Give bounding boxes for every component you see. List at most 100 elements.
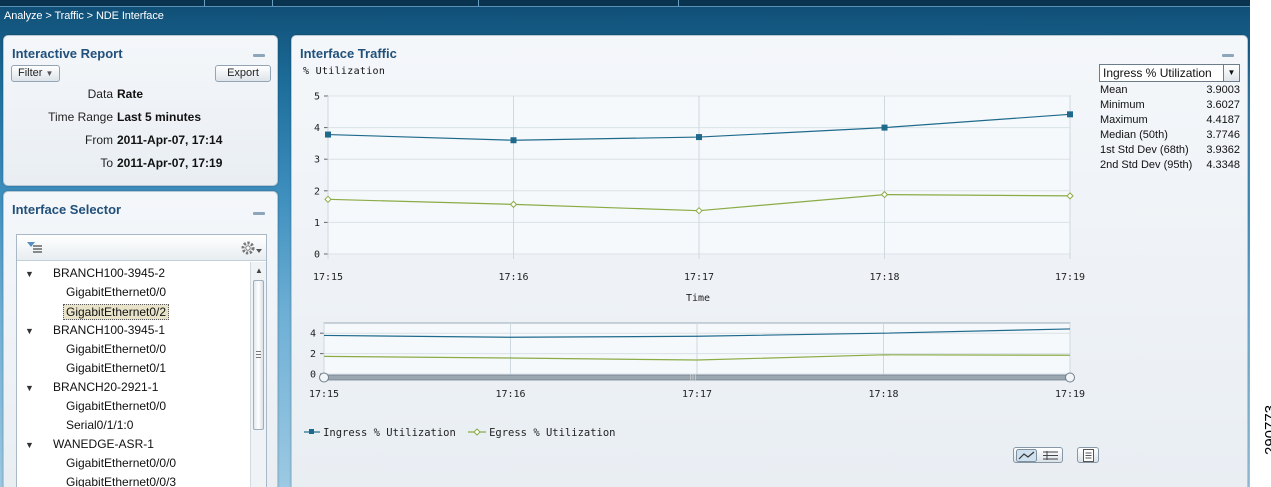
report-field-value: Rate [117, 87, 144, 101]
tree-interface-node[interactable]: GigabitEthernet0/0/0 [66, 456, 177, 470]
stat-value: 3.9003 [1206, 84, 1240, 96]
x-tick-label: 17:16 [498, 272, 528, 283]
panel-title: Interactive Report [12, 46, 123, 61]
tree-toolbar [17, 235, 266, 261]
y-tick-label: 3 [314, 155, 320, 166]
x-tick-label: 17:15 [309, 389, 339, 400]
minimize-icon[interactable] [1222, 54, 1234, 57]
table-view-icon[interactable] [1040, 449, 1061, 462]
egress-line [323, 354, 1071, 361]
stat-row: 1st Std Dev (68th) 3.9362 [1100, 144, 1240, 159]
chevron-down-icon: ▼ [1223, 65, 1239, 81]
stat-value: 3.6027 [1206, 99, 1240, 111]
ingress-point [1067, 111, 1073, 118]
y-tick-label: 0 [314, 250, 320, 261]
figure-id: 290773 [1262, 404, 1271, 455]
expand-arrow-icon[interactable]: ▼ [25, 269, 34, 279]
metric-select[interactable]: Ingress % Utilization ▼ [1099, 64, 1240, 82]
ingress-swatch-icon [304, 429, 320, 434]
legend-egress: Egress % Utilization [468, 427, 616, 439]
minimize-icon[interactable] [253, 54, 265, 57]
expand-arrow-icon[interactable]: ▼ [25, 440, 34, 450]
tree-interface-node[interactable]: GigabitEthernet0/2 [63, 304, 170, 320]
report-field-value: Last 5 minutes [117, 110, 202, 124]
stat-row: Mean 3.9003 [1100, 84, 1240, 99]
breadcrumb: Analyze > Traffic > NDE Interface [4, 10, 164, 22]
legend-egress-label: Egress % Utilization [489, 427, 616, 439]
legend-ingress: Ingress % Utilization [304, 427, 456, 439]
y-axis-title: % Utilization [303, 66, 386, 77]
tree-device-node[interactable]: BRANCH20-2921-1 [53, 380, 159, 394]
stat-label: Median (50th) [1100, 129, 1168, 141]
stat-row: Minimum 3.6027 [1100, 99, 1240, 114]
slider-grip-icon: ||| [689, 374, 696, 382]
range-slider-handle-right [1065, 372, 1075, 383]
stat-label: Minimum [1100, 99, 1145, 111]
tree-interface-node[interactable]: GigabitEthernet0/0 [66, 285, 167, 299]
y-tick-label: 4 [310, 329, 316, 340]
stat-row: Maximum 4.4187 [1100, 114, 1240, 129]
gear-icon[interactable] [239, 239, 263, 257]
stat-label: 2nd Std Dev (95th) [1100, 159, 1193, 171]
filter-list-icon[interactable] [26, 240, 44, 256]
tree-device-node[interactable]: WANEDGE-ASR-1 [53, 437, 154, 451]
expand-arrow-icon[interactable]: ▼ [25, 383, 34, 393]
tree-interface-node[interactable]: Serial0/1/1:0 [66, 418, 134, 432]
ingress-point [325, 131, 331, 138]
report-field-label: Data [87, 87, 113, 101]
y-tick-label: 2 [310, 349, 316, 360]
tree-interface-node[interactable]: GigabitEthernet0/1 [66, 361, 167, 375]
x-axis-title: Time [686, 293, 710, 304]
nav-separator [678, 0, 679, 6]
x-tick-label: 17:19 [1055, 272, 1085, 283]
egress-point [324, 195, 332, 204]
tree-interface-node[interactable]: GigabitEthernet0/0 [66, 342, 167, 356]
chart-view-icon[interactable] [1016, 449, 1037, 462]
ingress-point [696, 134, 702, 141]
filter-button[interactable]: Filter ▼ [11, 65, 61, 82]
interface-traffic-panel: Interface Traffic % Utilization Ingress … [291, 35, 1248, 487]
report-field-label: Time Range [48, 110, 113, 124]
tree-scrollbar[interactable]: ▲ [250, 262, 266, 487]
metric-select-value: Ingress % Utilization [1103, 66, 1212, 80]
egress-point [509, 200, 518, 209]
top-navigation-bar [0, 0, 1250, 7]
grip-line [256, 357, 261, 358]
tree-device-node[interactable]: BRANCH100-3945-2 [53, 266, 166, 280]
stat-label: Mean [1100, 84, 1128, 96]
traffic-line-chart: 0 1 2 3 4 5 17:15 17:16 17:17 17:18 17:19 Time [313, 92, 1085, 305]
stat-value: 4.3348 [1206, 159, 1240, 171]
tree-interface-node[interactable]: GigabitEthernet0/0/3 [66, 475, 177, 487]
stat-row: 2nd Std Dev (95th) 4.3348 [1100, 159, 1240, 174]
interface-selector-panel: Interface Selector ▼ BRANCH100-3945-2 Giga… [3, 191, 278, 487]
scroll-thumb[interactable] [253, 280, 264, 430]
range-slider-handle-left [319, 372, 329, 383]
scroll-up-icon[interactable]: ▲ [255, 266, 263, 275]
overview-chart: 0 2 4 17:15 17:16 17:17 17:18 17:19 ||| [309, 322, 1085, 400]
y-tick-label: 2 [314, 186, 320, 197]
y-tick-label: 0 [310, 370, 316, 381]
interface-tree: ▼ BRANCH100-3945-2 GigabitEthernet0/0 Gigab… [16, 234, 267, 487]
ingress-line [323, 328, 1071, 338]
x-tick-label: 17:17 [682, 389, 712, 400]
minimize-icon[interactable] [253, 212, 265, 215]
egress-point [880, 190, 889, 199]
tree-device-node[interactable]: BRANCH100-3945-1 [53, 323, 166, 337]
ingress-point [510, 137, 517, 144]
stat-row: Median (50th) 3.7746 [1100, 129, 1240, 144]
view-toggle-group [1013, 447, 1063, 463]
report-field-label: From [85, 133, 113, 147]
report-view-button[interactable] [1077, 447, 1099, 463]
egress-swatch-icon [468, 428, 486, 436]
export-button[interactable]: Export [215, 65, 271, 82]
nav-separator [204, 0, 205, 6]
report-field-value: 2011-Apr-07, 17:19 [117, 156, 223, 170]
stat-value: 3.9362 [1206, 144, 1240, 156]
x-tick-label: 17:17 [684, 272, 714, 283]
report-field-label: To [100, 156, 113, 170]
x-tick-label: 17:18 [868, 389, 898, 400]
x-tick-label: 17:16 [495, 389, 525, 400]
tree-interface-node[interactable]: GigabitEthernet0/0 [66, 399, 167, 413]
document-icon [1083, 449, 1094, 462]
expand-arrow-icon[interactable]: ▼ [25, 326, 34, 336]
